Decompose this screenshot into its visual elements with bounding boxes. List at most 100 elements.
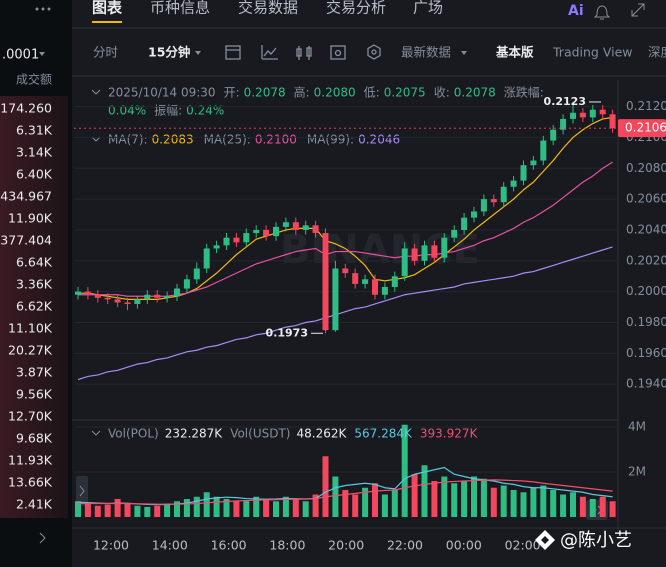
candle-body [164, 296, 171, 298]
trade-amount: 3.87K [16, 365, 53, 380]
candle-body [282, 222, 289, 227]
group [75, 424, 616, 517]
last-price-tag [618, 119, 666, 138]
x-tick-label: 02:00 [505, 538, 541, 553]
trade-amount: 3.36K [16, 277, 53, 292]
expand-icon[interactable] [631, 3, 645, 17]
trade-amount: 11.90K [8, 211, 53, 226]
candle-body [75, 291, 81, 295]
trade-amount: 13.66K [8, 475, 53, 490]
info-label: 收: [434, 86, 450, 100]
ma-value: 0.2100 [255, 133, 297, 147]
candle-body [223, 237, 230, 246]
toolbar-item[interactable]: 最新数据 [401, 45, 451, 60]
candle-body [490, 199, 497, 203]
candle-body [411, 248, 418, 261]
volume-bar [471, 476, 477, 517]
volume-bar [282, 496, 289, 517]
volume-bar [243, 500, 250, 517]
volume-bar [124, 503, 131, 517]
volume-bar [480, 478, 487, 517]
info-date: 2025/10/14 09:30 [108, 86, 216, 100]
trade-amount: 12.70K [8, 409, 53, 424]
x-tick-label: 12:00 [93, 538, 129, 553]
volume-bar [550, 490, 557, 517]
trade-amount: 20.27K [8, 343, 53, 358]
y-tick-label: 4M [628, 420, 646, 434]
menu-dots[interactable] [35, 7, 51, 11]
candle-body [500, 186, 507, 203]
candle-body [570, 112, 576, 119]
info-label: 涨跌幅: [504, 85, 544, 100]
toolbar-item[interactable]: 分时 [93, 45, 119, 60]
candle-body [134, 299, 141, 304]
candle-body [292, 222, 299, 230]
volume-bar [183, 499, 190, 517]
candle-body [421, 245, 428, 261]
sidebar-header: 成交额 [16, 72, 52, 87]
volume-ma-line [78, 479, 613, 505]
trade-amount: 6.64K [16, 255, 53, 270]
group [75, 101, 616, 381]
precision[interactable]: .0001 [2, 48, 39, 63]
volume-bar [560, 494, 567, 517]
candle-body [263, 229, 270, 237]
x-tick-label: 00:00 [446, 538, 482, 553]
volume-bar [164, 503, 171, 517]
candle-body [451, 229, 458, 238]
toolbar-item[interactable]: Trading View [552, 45, 633, 60]
volume-bar [520, 492, 527, 517]
tab[interactable]: 广场 [413, 0, 443, 17]
volume-bar [203, 492, 210, 517]
volume-bar [372, 483, 378, 517]
ai-button[interactable]: Ai [568, 3, 584, 19]
candle-body [431, 245, 438, 258]
candle-body [253, 229, 260, 234]
trade-amount: 11.93K [8, 453, 53, 468]
info-label: 振幅: [154, 103, 182, 118]
toolbar-item[interactable]: 15分钟 [148, 45, 190, 60]
volume-value: 567.284K [354, 427, 413, 441]
tab[interactable]: 币种信息 [150, 0, 210, 17]
volume-bar [401, 424, 408, 517]
volume-bar [421, 465, 428, 517]
candle-body [124, 302, 131, 304]
volume-bar [362, 487, 369, 517]
toolbar-item[interactable]: 基本版 [495, 45, 534, 60]
tab[interactable]: 交易分析 [326, 0, 386, 17]
volume-bar [579, 496, 586, 517]
tab[interactable]: 交易数据 [238, 0, 298, 17]
candle-body [510, 180, 517, 187]
dropdown-icon [39, 52, 45, 56]
candle-body [154, 294, 161, 298]
tab[interactable]: 图表 [92, 0, 123, 17]
volume-label: Vol(POL) [108, 427, 159, 441]
trade-amount: 6.31K [16, 123, 53, 138]
x-tick-label: 18:00 [269, 538, 305, 553]
volume-bar [253, 496, 260, 517]
annotation: 0.2123 [544, 95, 586, 108]
candle-body [520, 165, 527, 181]
volume-bar [490, 487, 497, 517]
candle-body [203, 248, 210, 269]
volume-bar [441, 476, 448, 517]
volume-bar [411, 474, 418, 517]
candle-body [213, 245, 220, 249]
trade-amount: 434.967 [0, 189, 52, 204]
info-value: 0.2075 [384, 86, 426, 100]
collapse-icons[interactable] [91, 89, 101, 436]
toolbar-icons[interactable] [225, 44, 381, 60]
toolbar-item[interactable]: 深度 [648, 45, 666, 60]
volume-bar [174, 501, 180, 517]
last-price: 0.2106 [625, 121, 666, 135]
candle-body [233, 237, 240, 243]
candle-body [114, 299, 121, 303]
candle-body [104, 297, 111, 300]
info-value: 0.2078 [454, 86, 496, 100]
bell-icon[interactable] [593, 5, 611, 20]
volume-bar [322, 456, 329, 517]
scroll-left[interactable] [76, 476, 88, 506]
sidebar-next[interactable] [39, 532, 46, 544]
volume-bar [599, 496, 606, 517]
